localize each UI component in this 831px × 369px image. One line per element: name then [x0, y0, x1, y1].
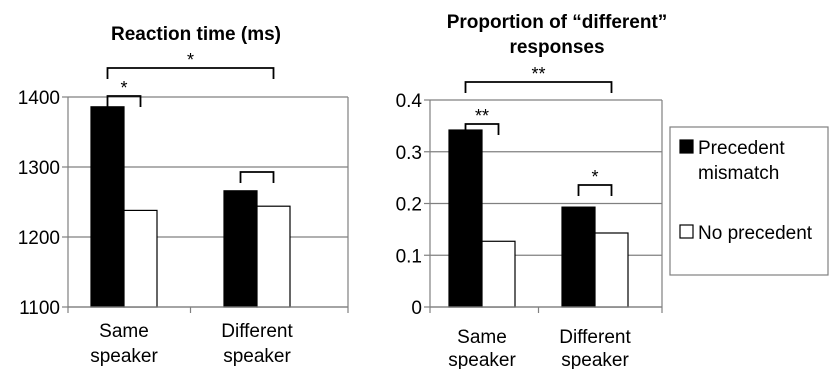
y-tick-label: 1100 — [19, 298, 60, 319]
x-category-label: Same — [457, 327, 507, 348]
x-category-label: speaker — [561, 350, 629, 369]
significance-bracket — [239, 171, 275, 183]
significance-label: * — [591, 167, 598, 187]
bar — [561, 206, 596, 308]
x-category-label: Different — [221, 321, 293, 342]
legend-label: No precedent — [698, 223, 813, 244]
legend-swatch — [679, 224, 694, 239]
y-tick-label: 0.3 — [396, 143, 422, 164]
chart-1: Proportion of “different” responses 0 0.1 0.… — [396, 12, 668, 369]
x-category-label: speaker — [448, 350, 516, 369]
legend-label: Precedent — [698, 138, 785, 159]
significance-bracket — [464, 123, 500, 135]
x-category-label: Same — [99, 321, 149, 342]
x-category-label: speaker — [90, 346, 158, 367]
chart-title: responses — [509, 37, 604, 58]
bar — [594, 232, 629, 308]
significance-bracket — [464, 81, 613, 93]
chart-title: Proportion of “different” — [447, 12, 668, 33]
x-category-label: speaker — [223, 346, 291, 367]
y-tick-label: 0.1 — [396, 246, 422, 267]
y-tick-label: 0.4 — [396, 91, 423, 112]
y-tick-label: 0 — [411, 298, 422, 319]
bar — [481, 240, 516, 308]
significance-label: ** — [475, 106, 489, 126]
legend-frame — [669, 126, 829, 276]
significance-label: * — [187, 50, 194, 70]
chart-title: Reaction time (ms) — [111, 24, 281, 45]
bar — [223, 190, 258, 308]
y-tick-label: 1300 — [18, 158, 60, 179]
significance-bracket — [106, 67, 275, 79]
bar — [123, 209, 158, 308]
chart-0: Reaction time (ms) 1100 1200 1300 1400 Same sp… — [18, 24, 349, 367]
significance-bracket — [106, 95, 142, 107]
bar — [448, 129, 483, 308]
y-tick-label: 0.2 — [396, 195, 422, 216]
legend-label: mismatch — [698, 163, 779, 184]
significance-label: * — [120, 78, 127, 98]
bar — [90, 106, 125, 308]
y-tick-label: 1400 — [18, 88, 60, 109]
significance-label: ** — [531, 64, 545, 84]
significance-bracket — [577, 184, 613, 196]
x-category-label: Different — [559, 327, 631, 348]
legend-swatch — [679, 139, 694, 154]
legend: Precedent mismatch No precedent — [669, 126, 829, 276]
bar — [256, 205, 291, 308]
y-tick-label: 1200 — [18, 228, 60, 249]
